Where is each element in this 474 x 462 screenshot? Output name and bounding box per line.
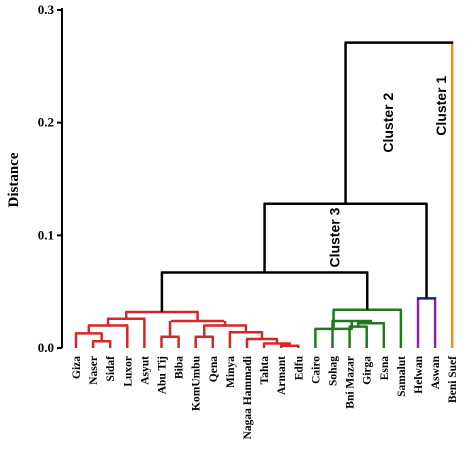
- cluster-label: Cluster 1: [433, 76, 449, 136]
- leaf-label: Minya: [225, 356, 237, 388]
- leaf-label: Luxor: [122, 356, 134, 387]
- cluster-labels: Cluster 1 Cluster 2 Cluster 3: [327, 76, 450, 268]
- leaf-labels: Giza Naser Sidaf Luxor Asyut Abu Tij Biba KomUm…: [71, 355, 459, 439]
- leaf-label: Asyut: [139, 356, 151, 385]
- leaf-label: KomUmbu: [191, 355, 203, 411]
- leaf-label: Giza: [71, 356, 83, 379]
- leaf-label: Sidaf: [105, 356, 117, 382]
- leaf-label: Sohag: [328, 356, 340, 386]
- leaf-label: Beni Suef: [447, 356, 459, 403]
- leaf-label: Abu Tij: [157, 356, 169, 394]
- y-tick-label: 0.1: [38, 227, 54, 242]
- dendrogram-links: [74, 41, 454, 348]
- leaf-label: Cairo: [310, 356, 322, 384]
- leaf-label: Esna: [379, 356, 391, 381]
- y-tick-label: 0.3: [38, 2, 55, 17]
- leaf-label: Helwan: [413, 355, 425, 393]
- leaf-label: Tahta: [259, 356, 271, 385]
- leaf-label: Biba: [174, 356, 186, 379]
- y-tick-label: 0.2: [38, 115, 54, 130]
- y-tick-label: 0.0: [38, 340, 54, 355]
- leaf-label: Samalut: [396, 356, 408, 397]
- y-axis-title: Distance: [6, 152, 22, 207]
- leaf-label: Girga: [362, 356, 374, 385]
- leaf-label: Bni Mazar: [345, 356, 357, 409]
- leaf-label: Nagaa Hammadi: [242, 355, 254, 439]
- leaf-label: Edfu: [293, 355, 305, 380]
- leaf-label: Qena: [208, 356, 220, 382]
- cluster-label: Cluster 2: [380, 93, 396, 153]
- cluster-label: Cluster 3: [327, 207, 343, 267]
- leaf-label: Aswan: [430, 355, 442, 389]
- leaf-label: Armant: [276, 356, 288, 395]
- y-axis: 0.0 0.1 0.2 0.3: [38, 2, 63, 355]
- leaf-label: Naser: [88, 356, 100, 385]
